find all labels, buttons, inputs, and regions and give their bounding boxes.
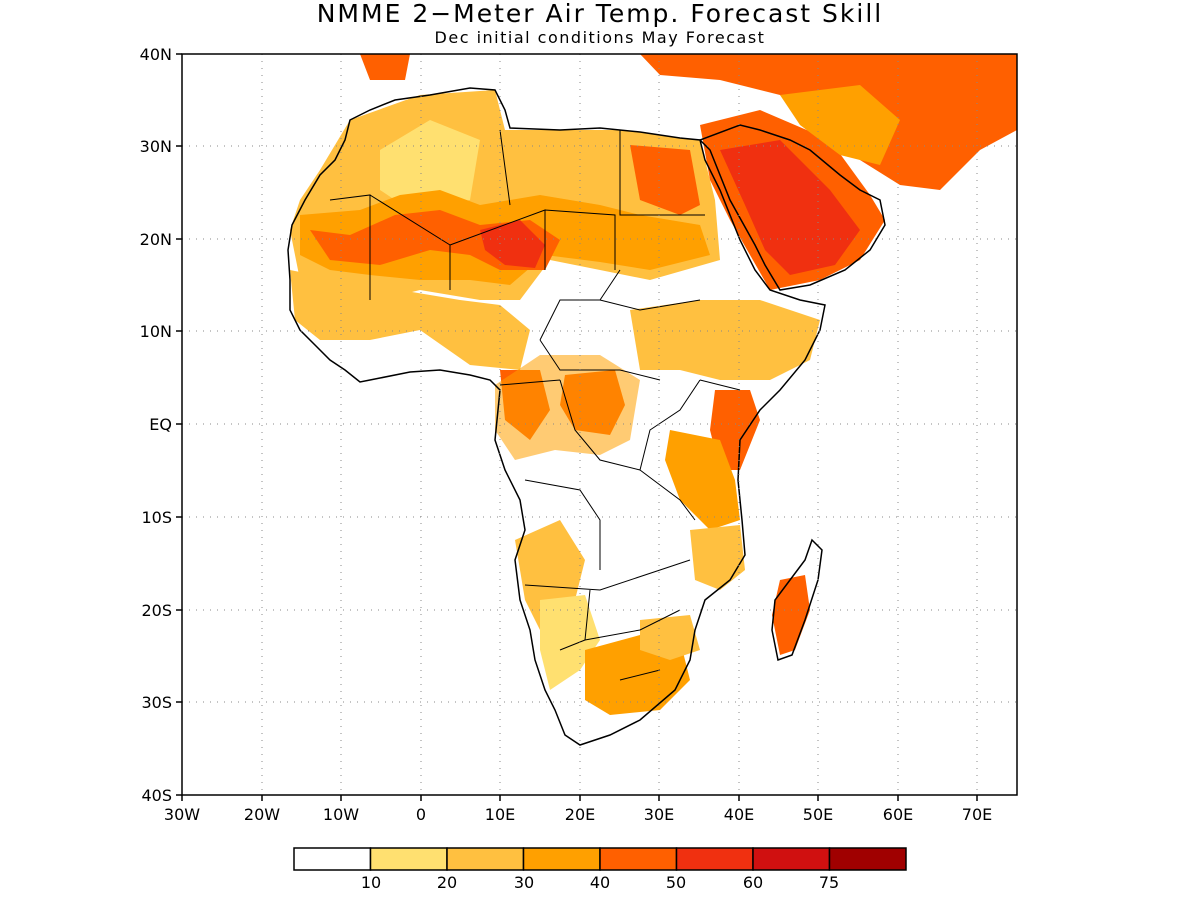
colorbar-swatch <box>369 847 448 871</box>
lon-label: 50E <box>803 805 833 824</box>
lon-label: 20E <box>565 805 595 824</box>
colorbar-label: 50 <box>666 873 686 892</box>
lon-label: 40E <box>724 805 754 824</box>
skill-region-sahara-yellow <box>380 120 480 210</box>
figure-title: NMME 2−Meter Air Temp. Forecast Skill <box>316 0 884 28</box>
africa-coastline <box>287 87 826 746</box>
madagascar-coastline <box>771 538 823 661</box>
skill-region-egypt <box>630 145 700 215</box>
colorbar-swatch <box>293 847 372 871</box>
colorbar-swatch <box>446 847 525 871</box>
lon-label: 60E <box>883 805 913 824</box>
colorbar-label: 60 <box>743 873 763 892</box>
lat-label: 10N <box>140 322 172 341</box>
lon-label: 70E <box>962 805 992 824</box>
lat-label: 30S <box>141 693 172 712</box>
lat-label: 20N <box>140 230 172 249</box>
skill-region-madagascar <box>772 575 810 655</box>
skill-region-chad-red <box>480 220 545 268</box>
lat-label: 20S <box>141 601 172 620</box>
lon-label: 10W <box>323 805 359 824</box>
colorbar-swatch <box>752 847 831 871</box>
colorbar-labels: 10 20 30 40 50 60 75 <box>361 873 839 892</box>
skill-region-ethiopia <box>630 300 820 380</box>
lat-label: 30N <box>140 137 172 156</box>
lat-label: EQ <box>149 415 172 434</box>
figure-subtitle: Dec initial conditions May Forecast <box>434 28 766 47</box>
colorbar-label: 40 <box>590 873 610 892</box>
colorbar-label: 30 <box>514 873 534 892</box>
colorbar-swatch <box>599 847 678 871</box>
colorbar-swatch <box>522 847 601 871</box>
lat-label: 10S <box>141 508 172 527</box>
skill-region-tanzania <box>665 430 740 530</box>
lat-labels: 40N 30N 20N 10N EQ 10S 20S 30S 40S <box>140 45 172 805</box>
skill-region-mediterranean <box>360 54 410 80</box>
colorbar-label: 75 <box>819 873 839 892</box>
colorbar-swatch <box>675 847 754 871</box>
lat-label: 40S <box>141 786 172 805</box>
colorbar-label: 20 <box>437 873 457 892</box>
skill-region-zimbabwe <box>640 615 700 660</box>
skill-region-westafrica <box>290 270 530 370</box>
skill-region-namibia <box>540 595 600 690</box>
skill-region-mozambique <box>690 525 745 590</box>
skill-region-arabia-core <box>720 140 860 275</box>
lon-label: 10E <box>485 805 515 824</box>
colorbar <box>293 847 907 871</box>
lon-label: 0 <box>416 805 426 824</box>
lon-label: 30E <box>644 805 674 824</box>
skill-shading <box>290 54 1017 715</box>
skill-region-iran-light <box>780 85 900 165</box>
skill-region-congo-outer <box>495 355 640 460</box>
lon-labels: 30W 20W 10W 0 10E 20E 30E 40E 50E 60E 70… <box>164 805 992 824</box>
arabia-coastline <box>698 124 886 291</box>
colorbar-swatch <box>828 847 907 871</box>
lon-label: 30W <box>164 805 200 824</box>
tick-marks <box>176 53 978 801</box>
lon-label: 20W <box>244 805 280 824</box>
colorbar-label: 10 <box>361 873 381 892</box>
lat-label: 40N <box>140 45 172 64</box>
